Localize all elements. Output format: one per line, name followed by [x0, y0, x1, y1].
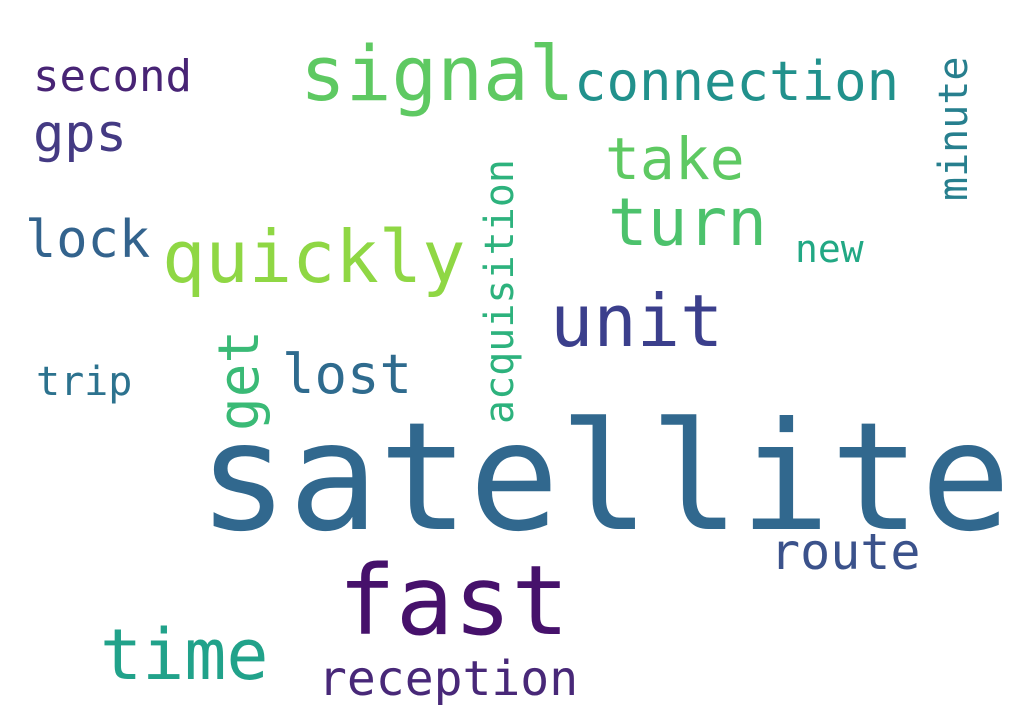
word-second: second — [33, 51, 192, 102]
word-satellite: satellite — [198, 391, 1011, 565]
word-new: new — [795, 227, 864, 271]
word-signal: signal — [300, 29, 575, 118]
word-get: get — [207, 329, 272, 431]
word-fast: fast — [338, 545, 570, 657]
word-route: route — [770, 523, 921, 581]
word-minute: minute — [931, 56, 977, 202]
word-gps: gps — [33, 104, 127, 164]
word-connection: connection — [574, 50, 900, 113]
word-lock: lock — [25, 210, 151, 270]
word-unit: unit — [550, 279, 724, 363]
word-reception: reception — [318, 651, 579, 707]
word-acquisition: acquisition — [477, 159, 523, 424]
word-quickly: quickly — [162, 215, 466, 299]
word-trip: trip — [36, 359, 133, 405]
word-time: time — [100, 614, 269, 696]
word-lost: lost — [282, 343, 413, 406]
word-turn: turn — [608, 184, 767, 261]
word-take: take — [605, 125, 745, 193]
